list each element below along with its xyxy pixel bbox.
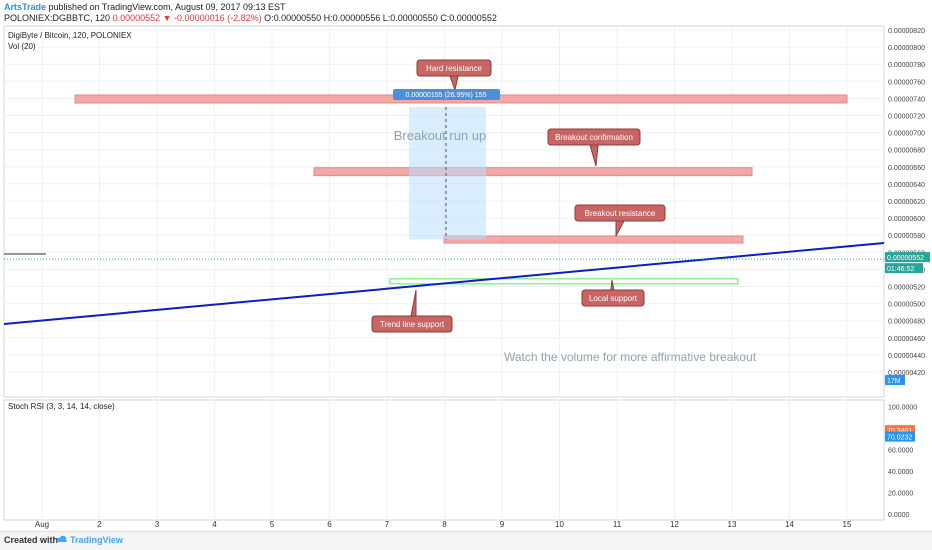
breakout-resistance-callout: Breakout resistance	[574, 204, 666, 237]
volume-tag: 17M	[887, 378, 901, 385]
trend-line-support-callout-box	[371, 315, 453, 333]
publish-line: ArtsTrade published on TradingView.com, …	[4, 2, 286, 12]
x-tick-label: 3	[155, 520, 160, 529]
hard-resistance-callout-box	[416, 59, 492, 77]
rsi-tick-label: 0.0000	[888, 512, 910, 519]
y-tick-label: 0.00000820	[888, 28, 925, 35]
publish-info: published on TradingView.com, August 09,…	[48, 2, 286, 12]
y-tick-label: 0.00000780	[888, 62, 925, 69]
x-tick-label: 12	[670, 520, 679, 529]
rsi-label: Stoch RSI (3, 3, 14, 14, close)	[8, 402, 115, 411]
breakout-confirmation-callout-box	[547, 128, 641, 146]
created-with-label: Created with	[4, 535, 59, 545]
y-tick-label: 0.00000420	[888, 370, 925, 377]
x-tick-label: 10	[555, 520, 564, 529]
author-link[interactable]: ArtsTrade	[4, 2, 47, 12]
x-tick-label: 7	[385, 520, 390, 529]
tradingview-cloud-icon	[56, 534, 68, 544]
rsi-tick-label: 40.0000	[888, 469, 913, 476]
breakout-run-up-range	[409, 106, 486, 240]
symbol-line: POLONIEX:DGBBTC, 120 0.00000552 ▼ -0.000…	[4, 13, 497, 23]
y-tick-label: 0.00000680	[888, 148, 925, 155]
local-support-callout: Local support	[581, 279, 645, 307]
y-tick-label: 0.00000500	[888, 302, 925, 309]
symbol-label: POLONIEX:DGBBTC, 120	[4, 13, 111, 23]
y-tick-label: 0.00000740	[888, 96, 925, 103]
volume-label: Vol (20)	[8, 42, 36, 51]
y-tick-label: 0.00000580	[888, 233, 925, 240]
x-tick-label: Aug	[35, 520, 49, 529]
breakout-resistance-callout-box	[574, 204, 666, 222]
x-tick-label: 8	[442, 520, 447, 529]
hard-resistance-callout: Hard resistance	[416, 59, 492, 92]
y-tick-label: 0.00000640	[888, 182, 925, 189]
stoch-rsi-d-tag-bg	[885, 431, 915, 442]
y-tick-label: 0.00000700	[888, 131, 925, 138]
y-tick-label: 0.00000520	[888, 285, 925, 292]
price-change: ▼ -0.00000016 (-2.82%)	[162, 13, 262, 23]
hard-resistance-callout-text: Hard resistance	[426, 64, 483, 73]
measure-text: 0.00000155 (26.95%) 155	[406, 92, 487, 99]
x-tick-label: 2	[97, 520, 102, 529]
x-tick-label: 13	[728, 520, 737, 529]
volume-tag-bg	[885, 375, 905, 385]
rsi-tick-label: 60.0000	[888, 448, 913, 455]
footer-bar: Created with TradingView	[0, 531, 932, 550]
rsi-tick-label: 20.0000	[888, 491, 913, 498]
trend-line-support-callout: Trend line support	[371, 289, 453, 333]
countdown-tag-bg	[885, 263, 923, 274]
x-tick-label: 11	[613, 520, 622, 529]
breakout-resistance-zone	[443, 235, 744, 244]
trend-line-support-callout-text: Trend line support	[380, 320, 445, 329]
y-tick-label: 0.00000600	[888, 216, 925, 223]
breakout-confirmation-zone	[313, 167, 753, 177]
x-tick-label: 9	[500, 520, 505, 529]
ohlc-values: O:0.00000550 H:0.00000556 L:0.00000550 C…	[264, 13, 497, 23]
y-tick-label: 0.00000620	[888, 199, 925, 206]
volume-note: Watch the volume for more affirmative br…	[504, 350, 757, 364]
local-support-zone	[389, 278, 739, 285]
y-tick-label: 0.00000480	[888, 319, 925, 326]
y-tick-label: 0.00000760	[888, 79, 925, 86]
y-tick-label: 0.00000460	[888, 336, 925, 343]
annotations: Hard resistance Breakout confirmation Brea…	[3, 59, 885, 364]
breakout-confirmation-callout: Breakout confirmation	[547, 128, 641, 167]
y-tick-label: 0.00000720	[888, 114, 925, 121]
stoch-rsi-d-tag: 70.0232	[887, 435, 912, 442]
x-tick-label: 6	[327, 520, 332, 529]
countdown-tag: 01:46:52	[887, 266, 914, 273]
local-support-callout-text: Local support	[589, 294, 638, 303]
measure-box	[393, 89, 500, 100]
y-tick-label: 0.00000660	[888, 165, 925, 172]
x-tick-label: 14	[785, 520, 794, 529]
rsi-tick-label: 100.0000	[888, 405, 917, 412]
breakout-resistance-callout-text: Breakout resistance	[585, 209, 656, 218]
x-tick-label: 15	[843, 520, 852, 529]
tradingview-logo-text[interactable]: TradingView	[70, 535, 123, 545]
breakout-run-up-label: Breakout run up	[394, 128, 487, 143]
trend-line	[3, 242, 885, 325]
last-price-tag: 0.00000552	[887, 255, 924, 262]
x-tick-label: 4	[212, 520, 217, 529]
chart-title: DigiByte / Bitcoin, 120, POLONIEX	[8, 31, 132, 40]
last-price: 0.00000552	[112, 13, 161, 23]
last-price-tag-bg	[885, 252, 930, 263]
stoch-rsi-k-tag-bg	[885, 425, 915, 436]
local-support-callout-box	[581, 289, 645, 307]
breakout-confirmation-callout-text: Breakout confirmation	[555, 133, 633, 142]
y-tick-label: 0.00000440	[888, 353, 925, 360]
y-tick-label: 0.00000800	[888, 45, 925, 52]
x-tick-label: 5	[270, 520, 275, 529]
